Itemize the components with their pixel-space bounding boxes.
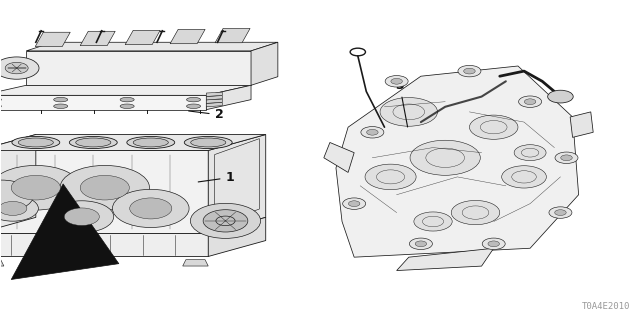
Polygon shape (208, 134, 266, 233)
Circle shape (361, 126, 384, 138)
Circle shape (0, 201, 27, 215)
Ellipse shape (120, 104, 134, 108)
Circle shape (365, 164, 416, 190)
Circle shape (342, 198, 365, 209)
Circle shape (80, 175, 129, 200)
Circle shape (414, 212, 452, 231)
Circle shape (0, 57, 39, 79)
Circle shape (410, 140, 480, 175)
Circle shape (464, 68, 475, 74)
Circle shape (518, 96, 541, 108)
Ellipse shape (0, 97, 1, 102)
Circle shape (548, 90, 573, 103)
Polygon shape (206, 102, 222, 107)
Text: T0A4E2010: T0A4E2010 (581, 302, 630, 311)
Text: 3: 3 (396, 79, 408, 127)
Text: 1: 1 (198, 171, 234, 184)
Polygon shape (125, 30, 160, 45)
Text: FR.: FR. (45, 247, 66, 257)
Polygon shape (206, 92, 222, 96)
Ellipse shape (54, 104, 68, 108)
Polygon shape (0, 85, 251, 95)
Polygon shape (206, 85, 251, 110)
Polygon shape (0, 134, 266, 150)
Ellipse shape (76, 138, 111, 147)
Polygon shape (0, 150, 208, 233)
Polygon shape (397, 248, 493, 270)
Polygon shape (0, 233, 208, 256)
Circle shape (190, 203, 260, 238)
Ellipse shape (133, 138, 168, 147)
Circle shape (216, 216, 235, 226)
Polygon shape (206, 96, 222, 100)
Polygon shape (182, 260, 208, 266)
Polygon shape (26, 42, 278, 51)
Polygon shape (35, 32, 70, 47)
Polygon shape (170, 29, 205, 44)
Circle shape (5, 62, 28, 74)
Ellipse shape (120, 97, 134, 102)
Circle shape (0, 180, 33, 212)
Ellipse shape (186, 97, 200, 102)
Circle shape (113, 189, 189, 228)
Ellipse shape (191, 138, 226, 147)
Polygon shape (26, 51, 251, 85)
Circle shape (482, 238, 505, 250)
Polygon shape (251, 42, 278, 85)
Circle shape (380, 98, 438, 126)
Ellipse shape (69, 136, 117, 148)
Circle shape (130, 198, 172, 219)
Circle shape (348, 201, 360, 206)
Polygon shape (215, 28, 250, 43)
Circle shape (415, 241, 427, 247)
Ellipse shape (54, 97, 68, 102)
Circle shape (367, 129, 378, 135)
Circle shape (561, 155, 572, 161)
Polygon shape (0, 95, 206, 110)
Circle shape (451, 200, 500, 225)
Circle shape (555, 210, 566, 215)
Circle shape (555, 152, 578, 164)
Polygon shape (206, 99, 222, 103)
Circle shape (514, 145, 546, 161)
Circle shape (488, 241, 499, 247)
Circle shape (0, 165, 81, 210)
Circle shape (12, 175, 60, 200)
Polygon shape (208, 217, 266, 256)
Polygon shape (570, 112, 593, 137)
Circle shape (458, 65, 481, 77)
Circle shape (524, 99, 536, 105)
Circle shape (469, 115, 518, 139)
Ellipse shape (186, 104, 200, 108)
Ellipse shape (19, 138, 53, 147)
Polygon shape (0, 260, 4, 266)
Circle shape (64, 208, 99, 226)
Ellipse shape (127, 136, 175, 148)
Circle shape (410, 238, 433, 250)
Circle shape (385, 76, 408, 87)
Polygon shape (336, 66, 579, 257)
Polygon shape (324, 142, 354, 172)
Text: 2: 2 (189, 108, 223, 121)
Circle shape (60, 165, 150, 210)
Circle shape (0, 196, 38, 221)
Circle shape (203, 210, 248, 232)
Circle shape (50, 201, 114, 233)
Ellipse shape (12, 136, 60, 148)
Circle shape (502, 166, 547, 188)
Circle shape (549, 207, 572, 218)
Polygon shape (80, 31, 115, 46)
Circle shape (391, 78, 403, 84)
Ellipse shape (184, 136, 232, 148)
Polygon shape (0, 134, 36, 233)
Ellipse shape (0, 104, 1, 108)
